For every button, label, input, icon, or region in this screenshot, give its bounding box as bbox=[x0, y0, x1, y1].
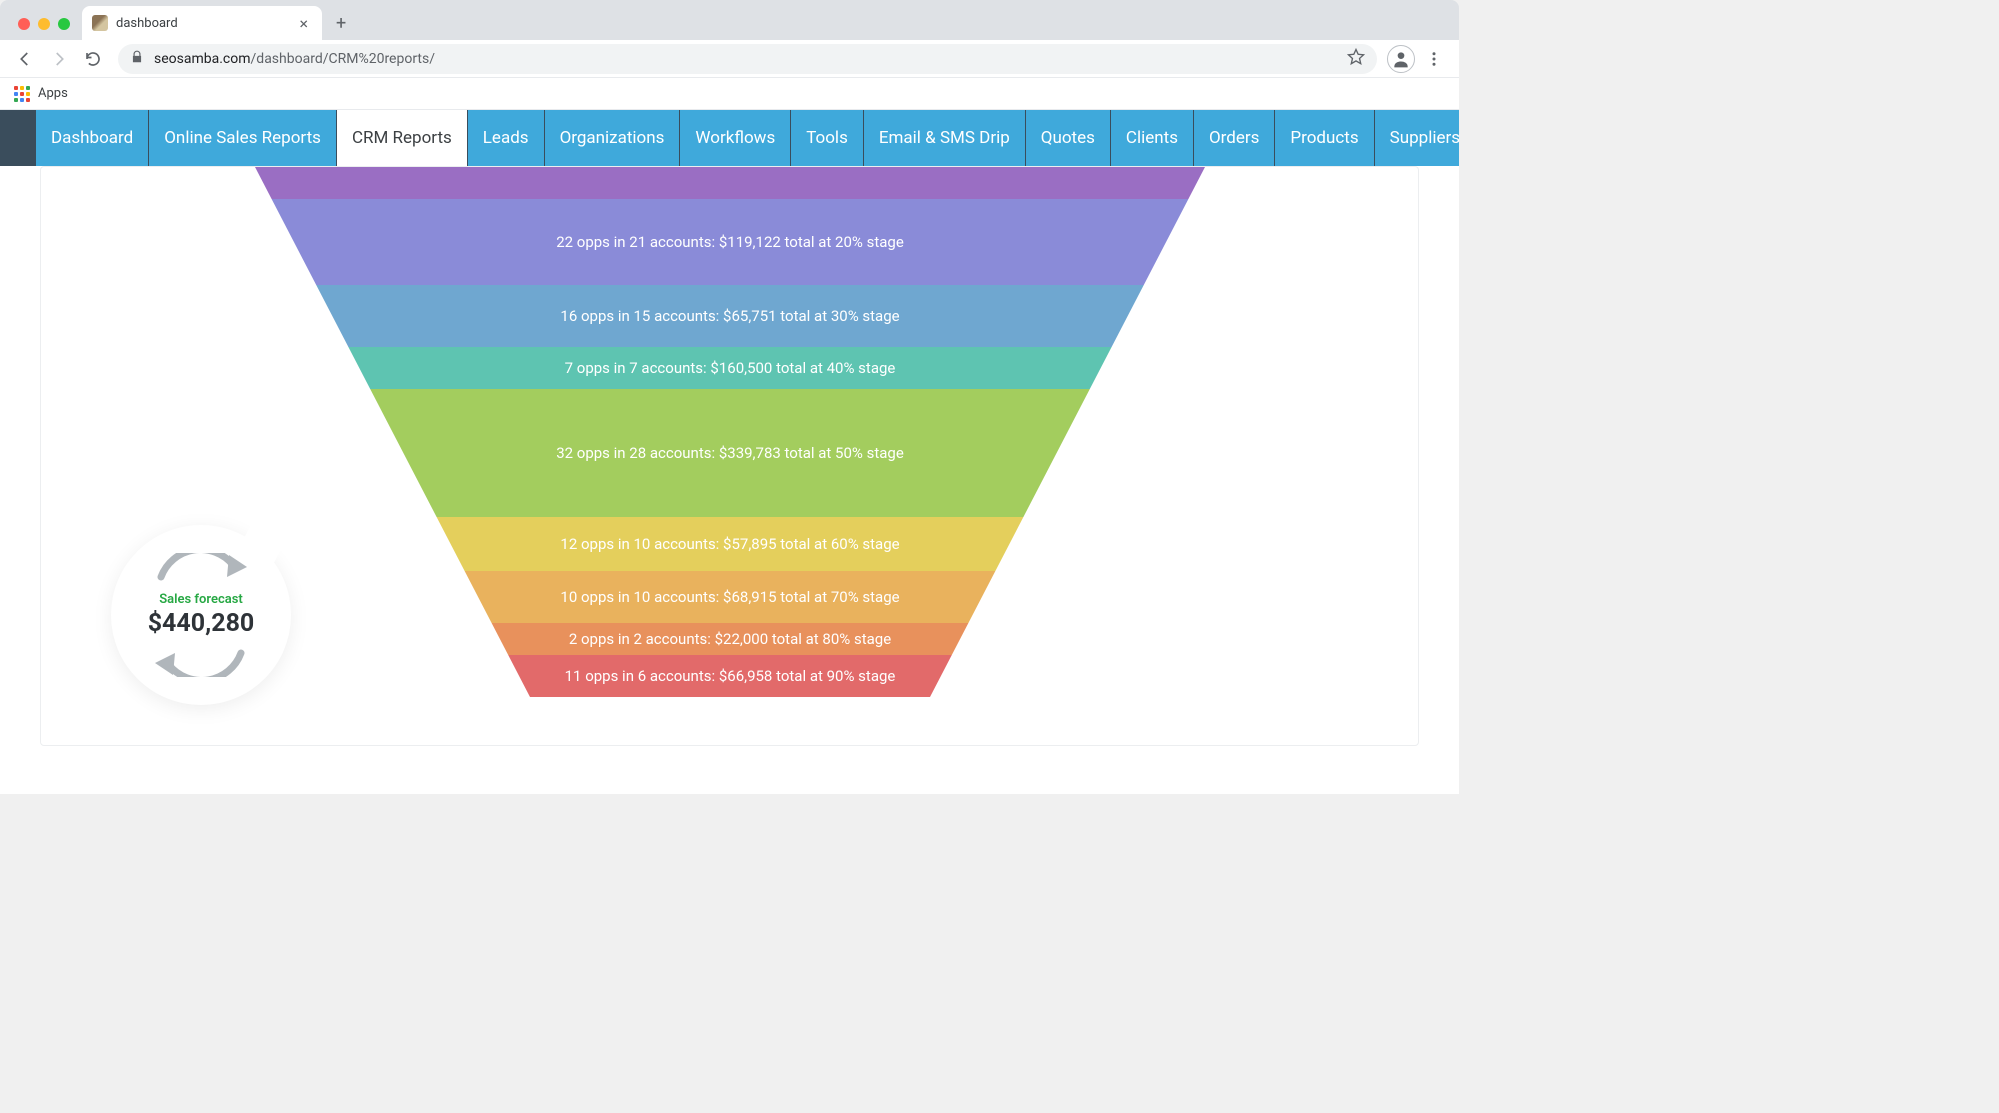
kebab-menu-button[interactable] bbox=[1419, 44, 1449, 74]
nav-tab-workflows[interactable]: Workflows bbox=[680, 110, 791, 166]
window-controls bbox=[12, 18, 82, 40]
sales-forecast-card: Sales forecast $440,280 bbox=[111, 525, 291, 705]
reload-button[interactable] bbox=[78, 44, 108, 74]
nav-tab-email-sms-drip[interactable]: Email & SMS Drip bbox=[864, 110, 1026, 166]
nav-tab-suppliers[interactable]: Suppliers bbox=[1375, 110, 1459, 166]
browser-toolbar: seosamba.com/dashboard/CRM%20reports/ bbox=[0, 40, 1459, 78]
bookmark-star-icon[interactable] bbox=[1347, 48, 1365, 70]
nav-tab-online-sales-reports[interactable]: Online Sales Reports bbox=[149, 110, 337, 166]
refresh-arrow-bottom-icon bbox=[149, 649, 253, 677]
nav-tab-products[interactable]: Products bbox=[1275, 110, 1374, 166]
url-domain: seosamba.com bbox=[154, 51, 251, 67]
app-nav-bar: DashboardOnline Sales ReportsCRM Reports… bbox=[0, 110, 1459, 166]
funnel-stage-label-4: 32 opps in 28 accounts: $339,783 total a… bbox=[556, 444, 904, 462]
report-card: 22 opps in 21 accounts: $119,122 total a… bbox=[40, 166, 1419, 746]
browser-chrome: dashboard × + seosamba.com/dashboard/CRM… bbox=[0, 0, 1459, 110]
nav-tab-orders[interactable]: Orders bbox=[1194, 110, 1275, 166]
back-button[interactable] bbox=[10, 44, 40, 74]
apps-grid-icon[interactable] bbox=[14, 86, 30, 102]
funnel-stage-label-6: 10 opps in 10 accounts: $68,915 total at… bbox=[560, 588, 899, 606]
nav-tab-crm-reports[interactable]: CRM Reports bbox=[337, 110, 468, 166]
tab-strip: dashboard × + bbox=[0, 0, 1459, 40]
funnel-stage-label-3: 7 opps in 7 accounts: $160,500 total at … bbox=[564, 359, 895, 377]
funnel-stage-0 bbox=[255, 167, 1205, 199]
profile-avatar-button[interactable] bbox=[1387, 45, 1415, 73]
nav-tab-quotes[interactable]: Quotes bbox=[1026, 110, 1111, 166]
browser-tab[interactable]: dashboard × bbox=[82, 6, 322, 40]
forward-button[interactable] bbox=[44, 44, 74, 74]
address-bar[interactable]: seosamba.com/dashboard/CRM%20reports/ bbox=[118, 44, 1377, 74]
forecast-value: $440,280 bbox=[148, 609, 255, 638]
app-root: DashboardOnline Sales ReportsCRM Reports… bbox=[0, 110, 1459, 794]
close-tab-button[interactable]: × bbox=[295, 14, 312, 33]
page-content: 22 opps in 21 accounts: $119,122 total a… bbox=[0, 166, 1459, 786]
nav-tab-leads[interactable]: Leads bbox=[468, 110, 545, 166]
funnel-stage-label-2: 16 opps in 15 accounts: $65,751 total at… bbox=[560, 307, 899, 325]
minimize-window-button[interactable] bbox=[38, 18, 50, 30]
new-tab-button[interactable]: + bbox=[322, 13, 360, 40]
tab-title: dashboard bbox=[116, 16, 295, 31]
bookmarks-bar: Apps bbox=[0, 78, 1459, 110]
forecast-label: Sales forecast bbox=[159, 592, 243, 607]
funnel-svg: 22 opps in 21 accounts: $119,122 total a… bbox=[255, 167, 1205, 697]
nav-tab-dashboard[interactable]: Dashboard bbox=[36, 110, 149, 166]
funnel-stage-label-5: 12 opps in 10 accounts: $57,895 total at… bbox=[560, 535, 899, 553]
nav-tab-organizations[interactable]: Organizations bbox=[545, 110, 681, 166]
nav-tab-tools[interactable]: Tools bbox=[791, 110, 864, 166]
nav-tab-clients[interactable]: Clients bbox=[1111, 110, 1194, 166]
url-path: /dashboard/CRM%20reports/ bbox=[251, 51, 435, 67]
maximize-window-button[interactable] bbox=[58, 18, 70, 30]
close-window-button[interactable] bbox=[18, 18, 30, 30]
lock-icon bbox=[130, 50, 144, 68]
refresh-arrow-top-icon bbox=[149, 553, 253, 581]
apps-label[interactable]: Apps bbox=[38, 86, 68, 101]
funnel-stage-label-1: 22 opps in 21 accounts: $119,122 total a… bbox=[556, 233, 904, 251]
funnel-stage-label-8: 11 opps in 6 accounts: $66,958 total at … bbox=[564, 667, 895, 685]
page-viewport: DashboardOnline Sales ReportsCRM Reports… bbox=[0, 110, 1459, 794]
funnel-stage-label-7: 2 opps in 2 accounts: $22,000 total at 8… bbox=[568, 630, 890, 648]
tab-favicon bbox=[92, 15, 108, 31]
